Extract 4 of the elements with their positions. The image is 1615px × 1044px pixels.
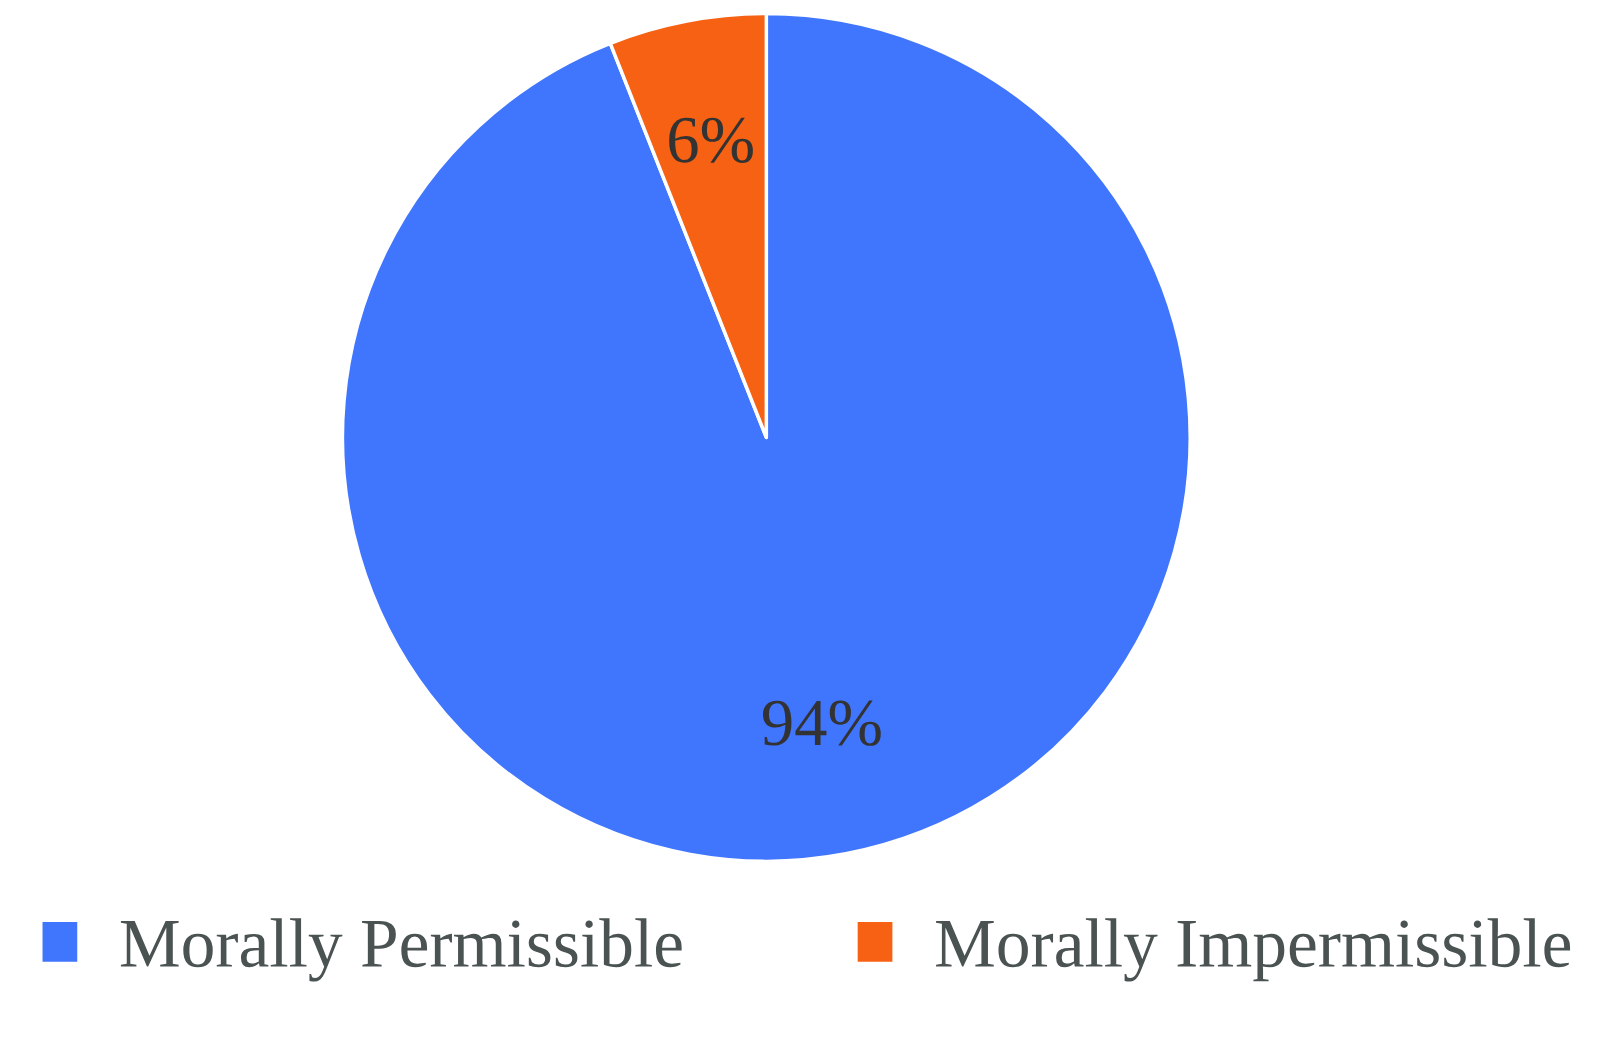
data-label: 6%: [669, 117, 753, 163]
legend-label: Morally Permissible: [120, 918, 682, 982]
data-label: 94%: [762, 700, 881, 746]
legend-label: Morally Impermissible: [936, 918, 1571, 982]
